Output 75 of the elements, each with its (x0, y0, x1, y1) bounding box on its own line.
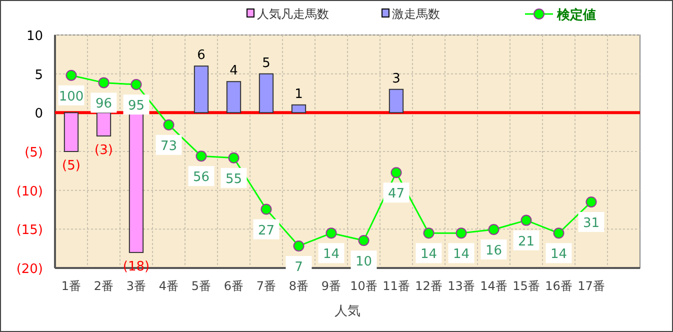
point (196, 150, 207, 162)
data-label: 14 (550, 247, 568, 262)
data-label: 27 (258, 223, 275, 238)
legend-label: 人気凡走馬数 (257, 7, 329, 21)
bar (64, 112, 79, 152)
point (260, 204, 272, 215)
data-label: 95 (128, 98, 145, 114)
x-tick-label: 5番 (191, 279, 212, 293)
y-tick-label: 10 (26, 29, 43, 44)
point (553, 228, 564, 239)
x-tick-label: 8番 (288, 279, 309, 293)
point (228, 152, 240, 164)
x-tick-label: 10番 (350, 279, 378, 293)
x-tick-label: 17番 (578, 279, 605, 293)
data-label: 47 (388, 186, 405, 202)
x-tick-label: 2番 (94, 279, 114, 293)
x-tick-label: 13番 (448, 279, 475, 293)
point (293, 240, 304, 252)
data-label: 1 (294, 86, 303, 102)
y-tick-label: 0 (34, 106, 43, 122)
point (423, 228, 434, 239)
x-tick-label: 1番 (61, 279, 82, 293)
y-tick-label: (10) (16, 184, 43, 200)
x-tick-label: 9番 (321, 279, 342, 293)
point (358, 234, 370, 246)
bar (226, 81, 242, 114)
data-label: 4 (230, 64, 238, 79)
x-tick-label: 15番 (512, 279, 540, 293)
data-label: 16 (485, 243, 502, 258)
bar (194, 66, 209, 114)
point (390, 167, 402, 178)
data-label: 96 (95, 96, 112, 112)
point (488, 224, 500, 235)
data-label: 5 (262, 56, 270, 71)
point (326, 228, 337, 239)
data-label: 7 (294, 260, 303, 275)
x-tick-label: 4番 (158, 279, 179, 293)
y-tick-label: (20) (16, 262, 43, 277)
x-tick-label: 3番 (126, 279, 146, 293)
x-tick-label: 11番 (382, 279, 410, 293)
x-tick-label: 7番 (256, 279, 276, 293)
y-tick-label: (15) (16, 223, 43, 238)
y-tick-label: (5) (24, 146, 43, 160)
data-label: (3) (94, 142, 113, 158)
y-tick-label: 5 (34, 68, 43, 83)
bar (291, 104, 306, 114)
point (520, 214, 532, 226)
data-label: 31 (582, 216, 600, 231)
data-label: 21 (518, 234, 535, 250)
data-label: 14 (322, 247, 340, 262)
x-tick-label: 14番 (480, 279, 508, 293)
data-label: (5) (62, 158, 80, 174)
point (66, 70, 77, 81)
data-label: 6 (197, 48, 206, 64)
point (98, 77, 110, 88)
x-tick-label: 12番 (415, 279, 442, 293)
data-label: 10 (355, 254, 372, 270)
data-label: 14 (452, 247, 470, 262)
point (456, 228, 467, 239)
data-label: 73 (160, 138, 178, 154)
data-label: 3 (392, 71, 400, 86)
bar (388, 88, 404, 114)
x-tick-label: 6番 (224, 279, 244, 293)
point (163, 119, 174, 130)
bar (258, 73, 274, 114)
data-label: 14 (420, 247, 438, 262)
point (130, 79, 142, 90)
legend-label: 検定値 (556, 7, 596, 23)
data-label: 55 (225, 172, 242, 187)
legend-label: 激走馬数 (392, 7, 440, 21)
point (586, 196, 597, 208)
data-label: 56 (192, 170, 210, 186)
x-tick-label: 16番 (545, 279, 572, 293)
x-axis-title: 人気 (334, 304, 360, 319)
data-label: 100 (58, 89, 84, 104)
